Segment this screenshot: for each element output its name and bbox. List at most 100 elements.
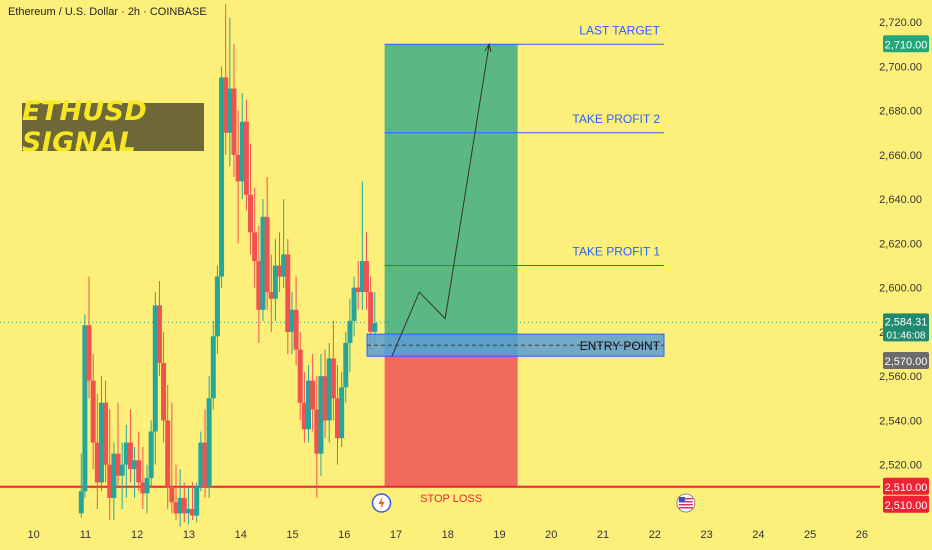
candle-body — [330, 358, 336, 399]
candle-body — [165, 420, 171, 487]
entry-price-tag: 2,570.00 — [885, 356, 928, 368]
y-tick-label: 2,620.00 — [879, 238, 922, 250]
candle-body — [235, 154, 241, 182]
candle-body — [335, 398, 341, 439]
stop-price-tag-1-bg — [883, 477, 929, 495]
candle-body — [111, 453, 117, 498]
candle-body — [301, 402, 307, 430]
stop-price-tag-1: 2,510.00 — [885, 482, 928, 494]
candle-body — [107, 464, 113, 498]
projected-path-arrowhead — [484, 42, 492, 53]
candle-body — [223, 77, 229, 133]
current-price-tag-bg — [883, 313, 929, 342]
candle-body — [256, 261, 262, 310]
candle-body — [372, 323, 378, 332]
candle-body — [281, 254, 287, 277]
candle-body — [351, 287, 357, 321]
candle-body — [185, 508, 191, 514]
flag-stripe — [678, 507, 693, 509]
candle-body — [293, 309, 299, 350]
last-target-label: LAST TARGET — [579, 23, 660, 37]
candle-body — [86, 325, 92, 381]
y-tick-label: 2,640.00 — [879, 194, 922, 206]
candle-body — [310, 380, 316, 410]
y-tick-label: 2,600.00 — [879, 283, 922, 295]
stop-loss-label: STOP LOSS — [420, 493, 482, 505]
candle-body — [119, 464, 125, 476]
x-tick-label: 22 — [649, 529, 661, 541]
y-tick-label: 2,560.00 — [879, 371, 922, 383]
flag-stripe — [678, 498, 693, 500]
candle-body — [214, 276, 220, 337]
candle-body — [103, 402, 109, 465]
countdown-tag: 01:46:08 — [887, 330, 926, 341]
take-profit-1-label: TAKE PROFIT 1 — [572, 245, 660, 259]
signal-banner: ETHUSD SIGNAL — [22, 96, 204, 158]
x-tick-label: 26 — [856, 529, 868, 541]
candle-body — [173, 502, 179, 514]
target-price-tag: 2,710.00 — [885, 39, 928, 51]
candle-body — [260, 216, 266, 310]
entry-price-tag-bg — [883, 352, 929, 370]
candle-body — [127, 442, 133, 470]
candle-body — [368, 292, 374, 332]
x-tick-label: 23 — [700, 529, 712, 541]
x-tick-label: 14 — [235, 529, 247, 541]
candle-body — [264, 216, 270, 293]
y-tick-label: 2,680.00 — [879, 106, 922, 118]
candle-body — [285, 254, 291, 332]
current-price-tag: 2,584.31 — [885, 316, 928, 328]
x-tick-label: 19 — [493, 529, 505, 541]
x-tick-label: 24 — [752, 529, 764, 541]
candle-body — [156, 305, 162, 363]
stop-price-tag-2-bg — [883, 495, 929, 513]
target-price-tag-bg — [883, 35, 929, 53]
candle-body — [272, 265, 278, 299]
candle-body — [339, 387, 345, 439]
flag-stripe — [678, 501, 693, 503]
candle-body — [363, 261, 369, 293]
candle-body — [181, 497, 187, 514]
candle-body — [94, 442, 100, 483]
candle-body — [98, 402, 104, 483]
x-tick-label: 10 — [28, 529, 40, 541]
x-tick-label: 18 — [442, 529, 454, 541]
candle-body — [123, 442, 129, 465]
x-tick-label: 13 — [183, 529, 195, 541]
candle-body — [314, 409, 320, 454]
candle-body — [359, 261, 365, 293]
x-tick-label: 11 — [80, 529, 91, 541]
candle-body — [219, 77, 225, 277]
signal-banner-text: ETHUSD SIGNAL — [22, 96, 148, 158]
candle-body — [148, 431, 154, 478]
candle-body — [289, 309, 295, 332]
candle-body — [297, 349, 303, 403]
candle-body — [136, 460, 142, 483]
candle-body — [355, 287, 361, 293]
x-tick-label: 21 — [597, 529, 609, 541]
lightning-bolt — [378, 497, 385, 509]
y-tick-label: 2,540.00 — [879, 415, 922, 427]
y-tick-label: 2,700.00 — [879, 61, 922, 73]
candle-body — [190, 508, 196, 516]
x-tick-label: 25 — [804, 529, 816, 541]
candle-body — [248, 194, 254, 233]
take-profit-2-label: TAKE PROFIT 2 — [572, 112, 660, 126]
entry-point-label: ENTRY POINT — [580, 339, 661, 353]
candle-body — [252, 232, 258, 262]
candle-body — [161, 362, 167, 421]
candle-body — [326, 358, 332, 421]
candle-body — [194, 486, 200, 516]
x-tick-label: 17 — [390, 529, 402, 541]
candle-body — [210, 336, 216, 399]
candle-body — [202, 442, 208, 487]
candle-body — [277, 265, 283, 277]
us-flag-event-icon — [676, 493, 696, 513]
candle-body — [347, 320, 353, 343]
candle-body — [343, 342, 349, 388]
candle-body — [206, 398, 212, 487]
symbol-header: Ethereum / U.S. Dollar · 2h · COINBASE — [8, 6, 207, 18]
candle-body — [239, 121, 245, 182]
candle-body — [82, 325, 88, 492]
